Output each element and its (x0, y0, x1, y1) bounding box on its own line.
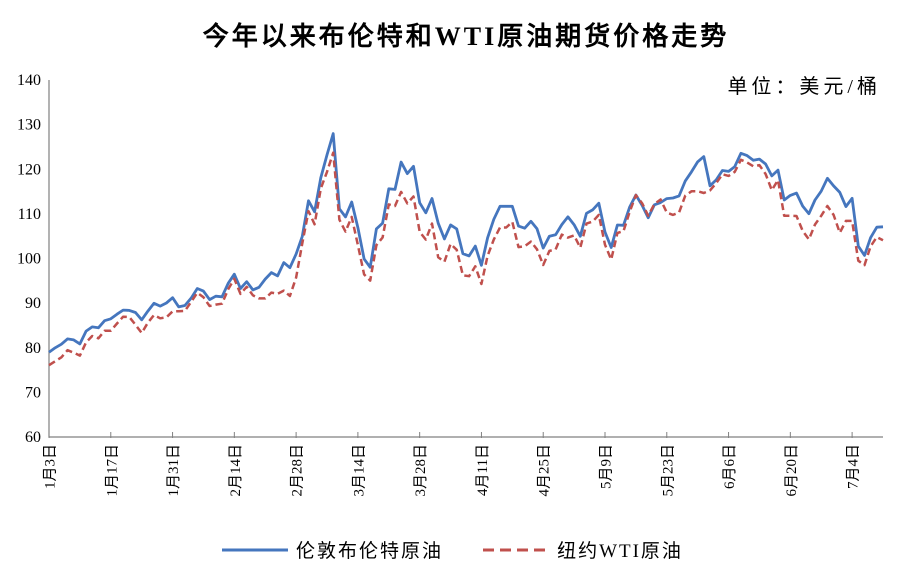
legend-item-wti: 纽约WTI原油 (481, 536, 683, 563)
brent-price-line (48, 132, 884, 354)
x-tick-label: 1月3日 (43, 444, 59, 489)
x-tick-label: 3月14日 (351, 444, 367, 497)
chart-title: 今年以来布伦特和WTI原油期货价格走势 (202, 22, 730, 51)
x-tick-label: 3月28日 (413, 444, 429, 497)
x-tick-label: 4月11日 (475, 444, 491, 496)
y-tick-label: 80 (25, 340, 41, 357)
x-tick-label: 6月20日 (784, 444, 800, 497)
legend: 伦敦布伦特原油 纽约WTI原油 (0, 536, 903, 563)
x-tick-label: 7月4日 (846, 444, 862, 489)
x-tick-label: 6月6日 (722, 444, 738, 489)
x-tick-label: 5月9日 (599, 444, 615, 489)
y-tick-label: 70 (25, 384, 41, 401)
legend-label-brent: 伦敦布伦特原油 (296, 541, 444, 562)
x-tick-label: 1月31日 (166, 444, 182, 497)
y-tick-label: 130 (17, 117, 41, 134)
y-tick-label: 100 (17, 251, 41, 268)
y-tick-label: 60 (25, 429, 41, 446)
wti-price-line (48, 151, 884, 367)
x-tick-label: 2月28日 (290, 444, 306, 497)
legend-item-brent: 伦敦布伦特原油 (220, 536, 443, 563)
x-tick-label: 2月14日 (228, 444, 244, 497)
legend-label-wti: 纽约WTI原油 (557, 541, 683, 562)
unit-label: 单位：美元/桶 (727, 76, 881, 98)
axes (48, 80, 883, 438)
brent-line-sample (222, 548, 289, 551)
y-tick-label: 110 (18, 206, 41, 223)
series-lines (48, 132, 884, 367)
y-tick-label: 120 (17, 161, 41, 178)
x-tick-label: 4月25日 (537, 444, 553, 497)
y-axis-labels: 140 130 120 110 100 90 80 70 60 (17, 72, 41, 446)
x-tick-label: 1月17日 (104, 444, 120, 497)
y-tick-label: 90 (25, 295, 41, 312)
y-tick-label: 140 (17, 72, 41, 89)
x-axis-labels: 1月3日 1月17日 1月31日 2月14日 2月28日 3月14日 3月28日 4月11日 4… (43, 444, 862, 497)
wti-line-sample (483, 548, 550, 551)
x-tick-label: 5月23日 (660, 444, 676, 497)
